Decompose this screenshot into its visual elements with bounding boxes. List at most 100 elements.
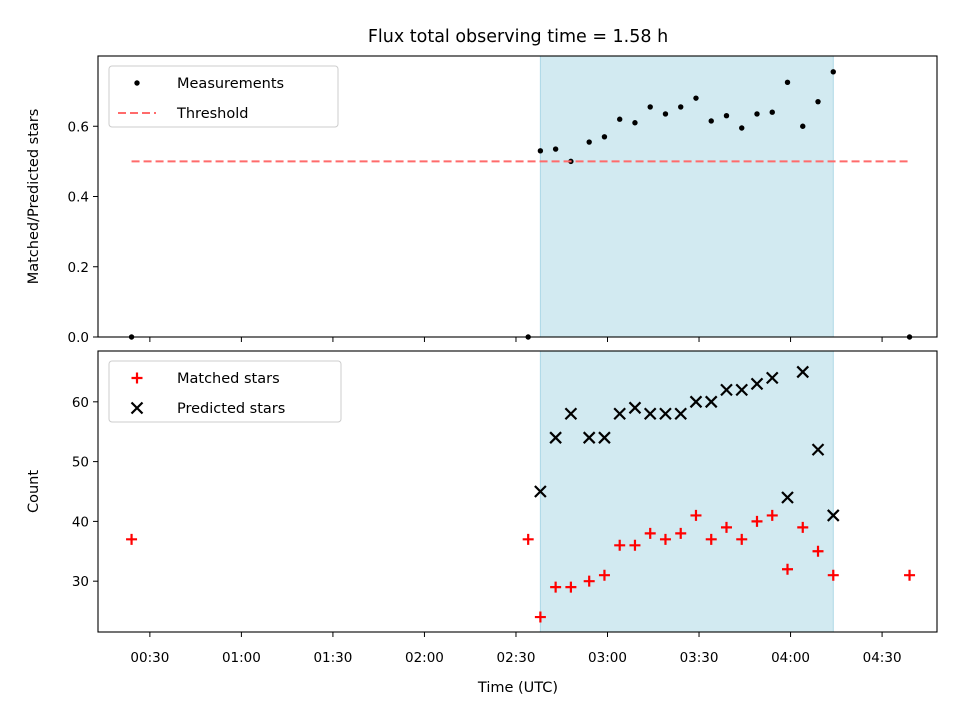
legend: Measurements Threshold: [108, 65, 339, 128]
data-point: [796, 365, 810, 379]
data-point: [629, 539, 641, 551]
data-point: [537, 148, 544, 154]
data-point: [678, 104, 684, 110]
panels: 0.0 0.2 0.4 0.6 Matched/Predicted stars Measu…: [26, 55, 938, 666]
y-tick-label: 40: [72, 514, 89, 530]
y-tick-label: 0.2: [68, 260, 89, 276]
y-tick-label: 30: [72, 574, 89, 590]
data-point: [904, 569, 916, 581]
data-point: [583, 575, 595, 587]
data-point: [644, 527, 656, 539]
data-point: [708, 118, 714, 124]
data-point: [720, 521, 732, 533]
data-point: [826, 509, 840, 522]
data-point: [750, 377, 764, 391]
data-point: [815, 98, 821, 105]
data-point: [812, 545, 824, 557]
data-point: [552, 146, 559, 152]
observing-window-shade: [540, 56, 834, 337]
y-tick-label: 0.0: [68, 330, 89, 346]
x-tick-label: 02:30: [497, 650, 536, 666]
data-point: [628, 401, 642, 415]
data-point: [739, 125, 745, 131]
data-point: [723, 113, 730, 119]
data-point: [659, 407, 672, 421]
observing-window-shade: [540, 351, 834, 632]
data-point: [617, 116, 623, 122]
x-tick-label: 01:00: [222, 650, 261, 666]
data-point: [674, 407, 688, 421]
data-point: [705, 533, 717, 545]
x-tick-label: 00:30: [130, 650, 169, 666]
series-predicted-stars: [534, 365, 840, 522]
data-point: [720, 383, 733, 397]
data-point: [126, 533, 138, 545]
x-tick-label: 04:30: [863, 650, 902, 666]
data-point: [689, 395, 703, 409]
data-point: [781, 491, 794, 504]
data-point: [736, 533, 748, 545]
x-axis-label: Time (UTC): [477, 680, 558, 696]
data-point: [693, 95, 699, 101]
legend: Matched stars Predicted stars: [108, 360, 342, 423]
data-point: [564, 407, 578, 421]
data-point: [565, 581, 577, 593]
legend-label: Predicted stars: [177, 401, 285, 417]
legend-label: Threshold: [176, 106, 248, 122]
data-point: [765, 371, 779, 385]
panel-2: 30 40 50 60 00:30 01:00 01:30 02:00 02:30 03:00 03…: [26, 350, 938, 666]
plot-frame: [97, 55, 938, 338]
legend-label: Measurements: [177, 76, 284, 92]
data-point: [690, 509, 702, 521]
data-point: [754, 111, 760, 117]
data-point: [751, 515, 763, 527]
y-axis-label: Count: [26, 470, 42, 513]
data-point: [598, 431, 611, 444]
series-matched-stars: [126, 509, 916, 623]
data-point: [784, 79, 791, 86]
data-point: [735, 383, 749, 397]
data-point: [550, 581, 562, 593]
data-point: [614, 539, 626, 551]
data-point: [811, 443, 825, 456]
data-point: [582, 431, 596, 444]
data-point: [522, 533, 534, 545]
data-point: [643, 407, 657, 421]
data-point: [647, 104, 653, 110]
y-tick-label: 0.6: [68, 119, 89, 135]
data-point: [534, 611, 546, 623]
data-point: [766, 509, 778, 521]
legend-swatch: [130, 401, 144, 415]
x-tick-label: 04:00: [771, 650, 810, 666]
x-tick-label: 03:00: [588, 650, 627, 666]
data-point: [632, 120, 638, 126]
data-point: [704, 395, 718, 409]
legend-box: [108, 65, 339, 128]
y-axis-label: Matched/Predicted stars: [26, 109, 42, 285]
x-tick-label: 02:00: [405, 650, 444, 666]
data-point: [534, 485, 547, 498]
y-tick-label: 60: [72, 395, 89, 411]
data-point: [827, 569, 839, 581]
data-point: [601, 134, 608, 140]
data-point: [830, 69, 836, 75]
data-point: [800, 123, 806, 129]
panel-1: 0.0 0.2 0.4 0.6 Matched/Predicted stars Measu…: [26, 55, 938, 346]
data-point: [586, 139, 592, 145]
data-point: [797, 521, 809, 533]
plot-frame: [97, 350, 938, 633]
x-tick-label: 03:30: [680, 650, 719, 666]
legend-swatch: [131, 372, 143, 384]
y-tick-label: 50: [72, 455, 89, 471]
legend-swatch: [134, 80, 140, 86]
x-tick-label: 01:30: [313, 650, 352, 666]
data-point: [662, 111, 669, 117]
chart-title: Flux total observing time = 1.58 h: [368, 27, 668, 47]
y-tick-label: 0.4: [68, 190, 89, 206]
data-point: [782, 563, 794, 575]
data-point: [598, 569, 610, 581]
data-point: [613, 407, 626, 421]
data-point: [659, 533, 671, 545]
data-point: [769, 109, 775, 115]
